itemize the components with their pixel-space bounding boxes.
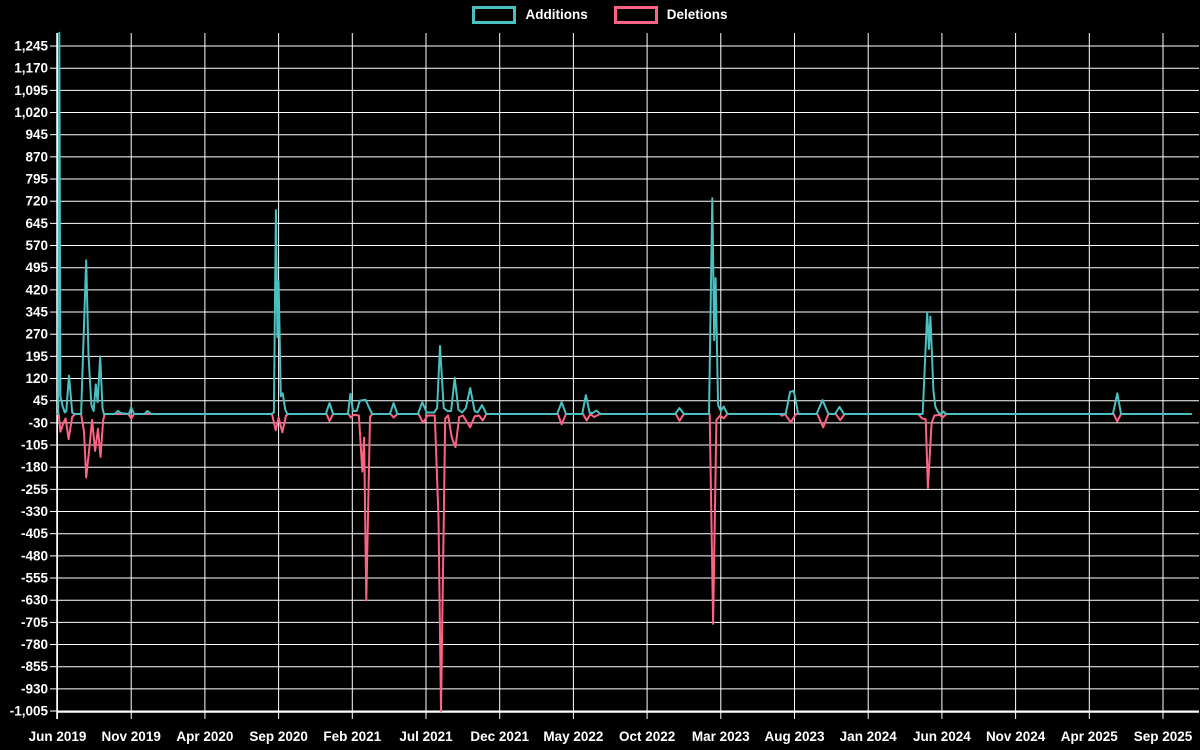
y-tick-label: -405 [21,526,49,541]
y-tick-label: -30 [28,415,48,430]
x-tick-label: Jun 2024 [913,729,971,744]
chart-legend: Additions Deletions [0,6,1200,24]
y-tick-label: 1,020 [14,105,48,120]
x-tick-label: Nov 2019 [102,729,161,744]
legend-label-additions: Additions [525,7,588,23]
y-tick-label: -855 [21,659,49,674]
y-tick-label: -705 [21,615,49,630]
x-tick-label: Feb 2021 [323,729,381,744]
x-tick-label: Apr 2020 [176,729,233,744]
y-tick-label: -480 [21,548,48,563]
y-tick-label: -630 [21,593,48,608]
x-tick-label: Jan 2024 [840,729,898,744]
y-tick-label: 495 [25,260,48,275]
x-tick-label: May 2022 [543,729,603,744]
y-tick-label: 645 [25,216,48,231]
y-tick-label: -780 [21,637,48,652]
x-tick-label: Jul 2021 [399,729,453,744]
y-tick-label: 345 [25,305,48,320]
y-tick-label: 795 [25,172,48,187]
x-tick-label: Sep 2020 [249,729,308,744]
x-tick-label: Sep 2025 [1134,729,1193,744]
y-tick-label: -255 [21,482,49,497]
legend-label-deletions: Deletions [666,7,728,23]
y-tick-label: -555 [21,571,49,586]
y-tick-label: 270 [25,327,48,342]
legend-item-deletions[interactable]: Deletions [613,6,728,24]
additions-line [56,31,1192,415]
legend-item-additions[interactable]: Additions [472,6,588,24]
y-tick-label: -930 [21,681,48,696]
y-tick-label: 120 [25,371,48,386]
y-tick-label: 195 [25,349,48,364]
y-tick-label: -105 [21,438,49,453]
x-tick-label: Oct 2022 [619,729,675,744]
y-tick-label: -1,005 [10,704,49,719]
y-tick-label: 720 [25,194,48,209]
deletions-line [56,413,1192,712]
y-tick-label: 1,095 [14,83,48,98]
x-tick-label: Dec 2021 [470,729,529,744]
y-tick-label: 1,170 [14,61,48,76]
y-tick-label: 1,245 [14,39,48,54]
deletions-swatch-icon [613,6,658,24]
y-tick-label: -180 [21,460,48,475]
y-tick-label: 945 [25,127,48,142]
x-tick-label: Apr 2025 [1061,729,1119,744]
y-tick-label: 420 [25,282,48,297]
x-tick-label: Aug 2023 [764,729,825,744]
y-tick-label: 570 [25,238,48,253]
y-tick-label: 870 [25,149,48,164]
additions-swatch-icon [472,6,517,24]
x-tick-label: Jun 2019 [29,729,87,744]
x-tick-label: Mar 2023 [692,729,750,744]
x-tick-label: Nov 2024 [986,729,1046,744]
y-tick-label: 45 [33,393,49,408]
y-tick-label: -330 [21,504,48,519]
